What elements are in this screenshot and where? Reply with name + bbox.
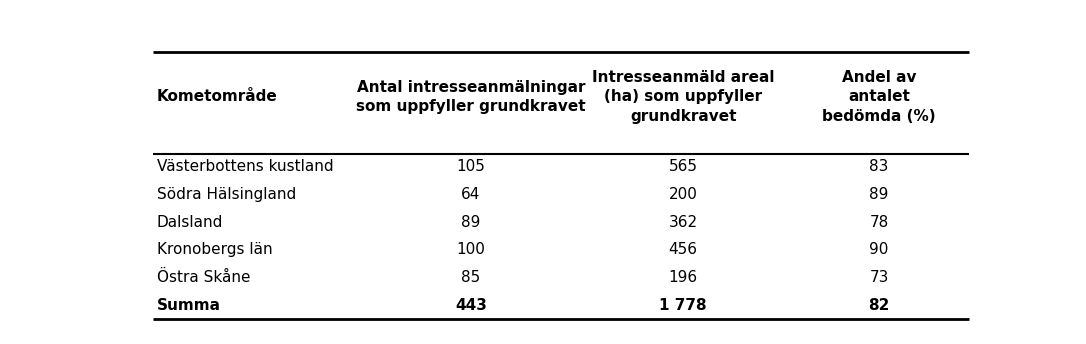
Text: Antal intresseanmälningar
som uppfyller grundkravet: Antal intresseanmälningar som uppfyller … — [356, 80, 585, 114]
Text: 64: 64 — [462, 187, 481, 202]
Text: Kronobergs län: Kronobergs län — [156, 243, 273, 257]
Text: Västerbottens kustland: Västerbottens kustland — [156, 159, 333, 174]
Text: 89: 89 — [870, 187, 888, 202]
Text: 89: 89 — [462, 215, 481, 229]
Text: Södra Hälsingland: Södra Hälsingland — [156, 187, 296, 202]
Text: 100: 100 — [456, 243, 485, 257]
Text: 443: 443 — [455, 298, 487, 313]
Text: 90: 90 — [870, 243, 888, 257]
Text: Östra Skåne: Östra Skåne — [156, 270, 250, 285]
Text: 78: 78 — [870, 215, 888, 229]
Text: 82: 82 — [869, 298, 889, 313]
Text: 565: 565 — [669, 159, 697, 174]
Text: 456: 456 — [669, 243, 697, 257]
Text: Intresseanmäld areal
(ha) som uppfyller
grundkravet: Intresseanmäld areal (ha) som uppfyller … — [592, 70, 774, 123]
Text: 362: 362 — [669, 215, 698, 229]
Text: Kometområde: Kometområde — [156, 89, 278, 105]
Text: 83: 83 — [870, 159, 888, 174]
Text: 196: 196 — [669, 270, 698, 285]
Text: 1 778: 1 778 — [659, 298, 707, 313]
Text: Andel av
antalet
bedömda (%): Andel av antalet bedömda (%) — [822, 70, 936, 123]
Text: 200: 200 — [669, 187, 697, 202]
Text: 105: 105 — [456, 159, 485, 174]
Text: Summa: Summa — [156, 298, 220, 313]
Text: 85: 85 — [462, 270, 481, 285]
Text: 73: 73 — [870, 270, 888, 285]
Text: Dalsland: Dalsland — [156, 215, 223, 229]
